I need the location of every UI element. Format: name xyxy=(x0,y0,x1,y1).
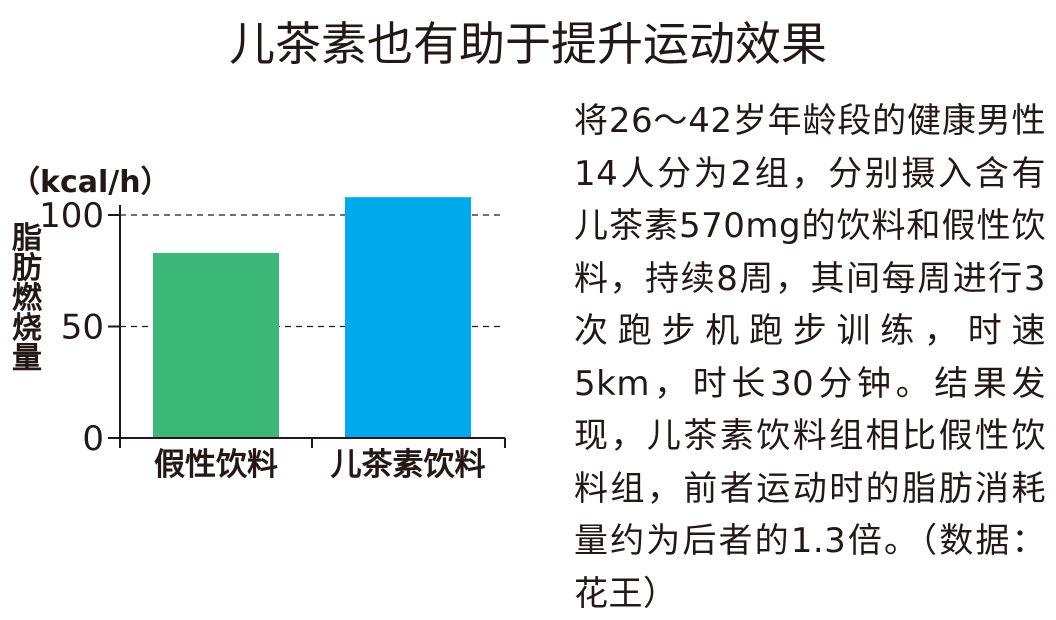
description-text: 将26～42岁年龄段的健康男性14人分为2组，分别摄入含有儿茶素570mg的饮料… xyxy=(574,101,1046,614)
y-axis-title-char: 肪 xyxy=(12,251,42,286)
bar xyxy=(345,197,471,438)
y-tick-label: 50 xyxy=(61,308,104,348)
y-axis-title-char: 燃 xyxy=(12,281,43,316)
y-tick-label: 0 xyxy=(82,419,104,459)
y-tick-label: 100 xyxy=(39,196,104,236)
chart-title: 儿茶素也有助于提升运动效果 xyxy=(229,17,827,71)
bar xyxy=(153,252,279,438)
x-category-label: 假性饮料 xyxy=(154,447,278,483)
y-unit-label: （kcal/h） xyxy=(10,165,171,200)
x-category-label: 儿茶素饮料 xyxy=(331,447,486,483)
y-axis-title-char: 脂 xyxy=(12,221,42,256)
y-axis-title-char: 量 xyxy=(12,341,42,376)
y-axis-title-char: 烧 xyxy=(12,311,42,346)
